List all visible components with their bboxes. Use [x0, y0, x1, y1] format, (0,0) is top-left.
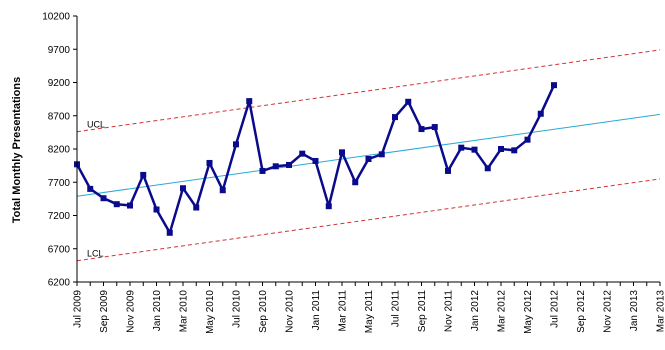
x-tick-label: Mar 2012 — [497, 290, 508, 333]
data-point — [378, 151, 385, 158]
data-point — [113, 201, 120, 208]
data-point — [206, 159, 213, 166]
x-tick-label: Jan 2011 — [311, 290, 322, 331]
lcl-label: LCL — [87, 249, 104, 259]
data-point — [259, 167, 266, 174]
y-tick-label: 7200 — [48, 211, 71, 222]
x-tick-label: Jul 2010 — [232, 290, 243, 328]
x-tick-label: Sep 2011 — [417, 290, 428, 333]
x-tick-label: May 2011 — [364, 290, 375, 334]
lcl-line — [76, 178, 661, 262]
data-point — [352, 179, 359, 186]
data-point — [272, 163, 279, 170]
control-limit-lines: UCL LCL — [76, 49, 661, 262]
data-point — [127, 202, 133, 209]
x-tick-label: Jan 2012 — [470, 290, 481, 332]
data-point — [193, 204, 200, 211]
data-point — [140, 171, 147, 178]
x-tick-label: Jul 2009 — [73, 290, 84, 328]
x-tick-label: Mar 2011 — [338, 290, 349, 332]
data-point — [100, 195, 107, 202]
x-tick-labels: Jul 2009 Sep 2009 Nov 2009 Jan 2010 Mar 2010… — [73, 282, 665, 334]
x-tick-label: Nov 2010 — [285, 290, 296, 333]
y-axis-title: Total Monthly Presentations — [11, 77, 23, 223]
x-tick-label: Sep 2009 — [99, 290, 110, 333]
y-tick-label: 8200 — [48, 145, 71, 156]
x-tick-label: Nov 2009 — [126, 290, 137, 333]
y-tick-label: 6200 — [48, 278, 71, 289]
y-tick-label: 8700 — [48, 111, 71, 122]
y-tick-label: 6700 — [48, 244, 71, 255]
data-point — [458, 144, 465, 151]
x-tick-label: Mar 2010 — [179, 290, 190, 333]
data-point — [471, 146, 478, 153]
y-tick-labels: 6200 6700 7200 7700 8200 8700 9200 9700 10200 — [42, 12, 77, 289]
x-tick-label: Nov 2012 — [603, 290, 614, 333]
data-point — [312, 157, 319, 164]
data-point — [219, 187, 226, 194]
data-point — [524, 136, 531, 143]
x-tick-label: Mar 2013 — [656, 290, 665, 333]
x-tick-label: Jul 2011 — [391, 290, 402, 328]
data-point — [405, 98, 412, 105]
data-point — [166, 229, 173, 236]
y-tick-label: 10200 — [42, 12, 70, 23]
x-tick-label: Sep 2012 — [576, 290, 587, 333]
trend-line — [76, 113, 661, 197]
data-point — [246, 98, 253, 105]
ucl-label: UCL — [87, 120, 105, 130]
data-point-markers — [74, 82, 557, 236]
x-tick-label: Jul 2012 — [550, 290, 561, 328]
data-point — [180, 185, 186, 192]
x-tick-label: Jan 2013 — [629, 290, 640, 332]
data-point — [299, 150, 306, 157]
data-point — [484, 165, 491, 172]
y-tick-label: 7700 — [48, 178, 71, 189]
data-point — [392, 114, 398, 121]
x-tick-label: May 2012 — [523, 290, 534, 334]
data-point — [498, 146, 504, 152]
x-tick-label: May 2010 — [205, 290, 216, 334]
data-point — [286, 161, 292, 168]
data-point — [339, 149, 345, 156]
data-point — [365, 155, 372, 162]
data-point — [87, 185, 94, 192]
data-point — [431, 124, 438, 131]
y-tick-label: 9200 — [48, 78, 71, 89]
data-point — [418, 126, 425, 133]
data-point — [325, 203, 332, 210]
data-point — [551, 82, 557, 89]
data-point — [445, 167, 451, 174]
y-tick-label: 9700 — [48, 45, 71, 56]
x-tick-label: Nov 2011 — [444, 290, 455, 333]
x-tick-label: Sep 2010 — [258, 290, 269, 333]
x-tick-label: Jan 2010 — [152, 290, 163, 332]
data-point — [537, 110, 544, 117]
ucl-line — [76, 49, 661, 133]
data-point — [511, 147, 518, 154]
data-point — [153, 206, 160, 213]
data-point — [233, 141, 239, 148]
